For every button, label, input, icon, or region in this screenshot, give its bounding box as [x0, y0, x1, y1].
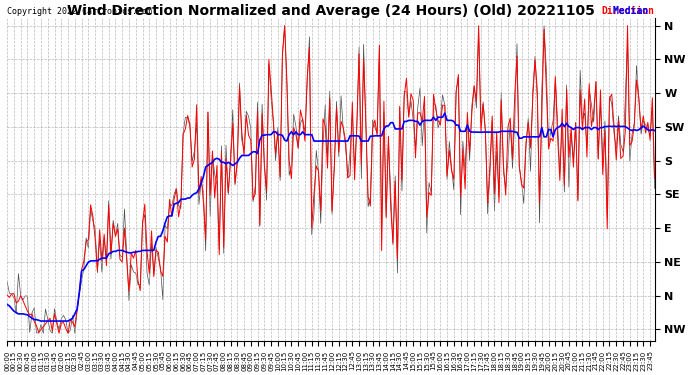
Text: Median: Median — [613, 6, 654, 16]
Text: Direction: Direction — [601, 6, 654, 16]
Text: Copyright 2022 Cartronics.com: Copyright 2022 Cartronics.com — [7, 7, 152, 16]
Title: Wind Direction Normalized and Average (24 Hours) (Old) 20221105: Wind Direction Normalized and Average (2… — [67, 4, 595, 18]
